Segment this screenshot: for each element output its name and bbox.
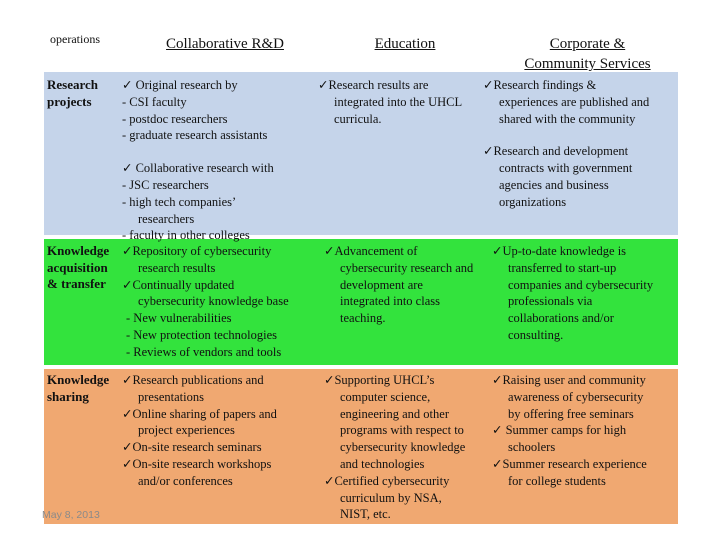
cell-line: ✓ Original research by — [122, 78, 238, 92]
cell-line: cybersecurity research and — [340, 260, 474, 275]
cell-line: ✓Online sharing of papers and — [122, 406, 277, 421]
cell-line: - New protection technologies — [126, 327, 277, 342]
cell-line: ✓Certified cybersecurity — [324, 473, 450, 488]
column-header-corporate-line1: Corporate & — [549, 36, 626, 52]
cell-line: ✓Summer research experience — [492, 456, 647, 471]
cell-line: ✓ Collaborative research with — [122, 161, 274, 176]
cell-line: ✓Research publications and — [122, 373, 264, 387]
row-band-research — [44, 72, 678, 235]
cell-line: professionals via — [508, 294, 593, 309]
row-label-line: Research — [47, 77, 99, 92]
cell-line: ✓Research findings & — [483, 78, 597, 92]
cell-line: and/or conferences — [138, 473, 233, 488]
cell-line: - high tech companies’ — [122, 194, 237, 209]
row-label-line: Knowledge — [47, 243, 110, 258]
cell-line: engineering and other — [340, 406, 449, 421]
column-header-corporate: Corporate & Community Services — [500, 34, 675, 74]
cell-line: cybersecurity knowledge — [340, 440, 466, 455]
cell-line: curriculum by NSA, — [340, 490, 442, 505]
row-label-line: Knowledge — [47, 372, 110, 387]
cell-line: ✓Research results are — [318, 78, 429, 92]
cell-line: ✓Supporting UHCL’s — [324, 373, 435, 387]
cell-line: awareness of cybersecurity — [508, 389, 644, 404]
footer-date: May 8, 2013 — [42, 509, 100, 521]
cell-line: integrated into class — [340, 294, 440, 309]
cell-acquisition-corporate: ✓Up-to-date knowledge is transferred to … — [492, 243, 653, 344]
cell-line: shared with the community — [499, 111, 636, 126]
column-header-education: Education — [374, 36, 436, 52]
cell-line: organizations — [499, 194, 567, 209]
row-band-acquisition — [44, 239, 678, 365]
row-label-acquisition: Knowledge acquisition & transfer — [47, 243, 109, 293]
row-label-research: Research projects — [47, 77, 98, 110]
cell-line: ✓Continually updated — [122, 277, 235, 292]
cell-line: - Reviews of vendors and tools — [126, 344, 282, 359]
cell-line: - graduate research assistants — [122, 128, 268, 143]
cell-line: ✓Repository of cybersecurity — [122, 244, 272, 258]
cell-line: ✓On-site research seminars — [122, 440, 262, 455]
cell-sharing-education: ✓Supporting UHCL’s computer science, eng… — [324, 372, 465, 523]
cell-line: teaching. — [340, 311, 386, 326]
cell-sharing-rd: ✓Research publications and presentations… — [122, 372, 277, 490]
cell-line: presentations — [138, 389, 204, 404]
cell-line: companies and cybersecurity — [508, 277, 654, 292]
row-label-line: projects — [47, 93, 92, 109]
corner-label: operations — [50, 32, 100, 46]
cell-line: consulting. — [508, 327, 564, 342]
row-label-line: sharing — [47, 388, 89, 404]
row-label-line: acquisition — [47, 259, 108, 275]
cell-research-corporate: ✓Research findings & experiences are pub… — [483, 77, 649, 211]
cell-line: and technologies — [340, 456, 425, 471]
cell-line: ✓Research and development — [483, 144, 629, 159]
cell-line: ✓ Summer camps for high — [492, 423, 627, 438]
cell-research-rd: ✓ Original research by - CSI faculty - p… — [122, 77, 274, 244]
cell-acquisition-rd: ✓Repository of cybersecurity research re… — [122, 243, 289, 361]
cell-line: experiences are published and — [499, 94, 650, 109]
cell-line: schoolers — [508, 440, 556, 455]
cell-line: ✓Raising user and community — [492, 373, 646, 387]
cell-sharing-corporate: ✓Raising user and community awareness of… — [492, 372, 647, 490]
cell-line: contracts with government — [499, 161, 633, 176]
cell-line: for college students — [508, 473, 606, 488]
cell-research-education: ✓Research results are integrated into th… — [318, 77, 462, 127]
cell-line: - faculty in other colleges — [122, 228, 250, 243]
cell-line: ✓Up-to-date knowledge is — [492, 244, 627, 258]
cell-line: integrated into the UHCL — [334, 94, 463, 109]
column-header-rd: Collaborative R&D — [166, 36, 284, 52]
cell-line: transferred to start-up — [508, 260, 617, 275]
cell-line: ✓On-site research workshops — [122, 456, 272, 471]
cell-line: computer science, — [340, 389, 431, 404]
cell-acquisition-education: ✓Advancement of cybersecurity research a… — [324, 243, 473, 327]
cell-line: development are — [340, 277, 423, 292]
column-header-corporate-line2: Community Services — [524, 56, 651, 72]
cell-line: collaborations and/or — [508, 311, 614, 326]
cell-line: researchers — [138, 211, 195, 226]
cell-line: cybersecurity knowledge base — [138, 294, 289, 309]
cell-line: by offering free seminars — [508, 406, 634, 421]
cell-line: - postdoc researchers — [122, 111, 228, 126]
cell-line: curricula. — [334, 111, 382, 126]
cell-line: agencies and business — [499, 177, 609, 192]
row-label-line: & transfer — [47, 276, 106, 291]
row-band-sharing — [44, 369, 678, 524]
cell-line: programs with respect to — [340, 423, 464, 438]
cell-line: - New vulnerabilities — [126, 311, 232, 326]
cell-line: NIST, etc. — [340, 507, 391, 522]
cell-line: project experiences — [138, 423, 235, 438]
cell-line: - JSC researchers — [122, 177, 209, 192]
cell-line: ✓Advancement of — [324, 244, 418, 258]
cell-line: research results — [138, 260, 216, 275]
cell-line: - CSI faculty — [122, 94, 187, 109]
row-label-sharing: Knowledge sharing — [47, 372, 109, 405]
